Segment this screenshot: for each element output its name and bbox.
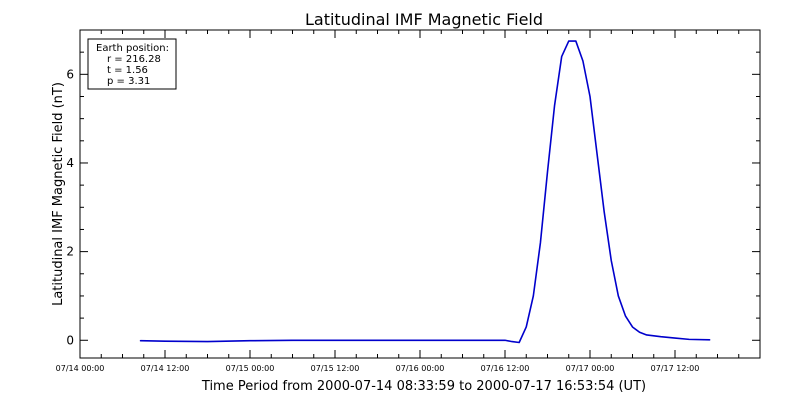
x-tick-label: 07/14 12:00: [141, 364, 190, 373]
x-tick-label: 07/17 12:00: [651, 364, 700, 373]
chart-title: Latitudinal IMF Magnetic Field: [305, 10, 543, 29]
series-line-0: [139, 40, 711, 344]
y-tick-label: 2: [66, 245, 74, 259]
y-axis: 0 2 4 6: [66, 51, 760, 347]
y-tick-label: 0: [66, 333, 74, 347]
legend: Earth position: r = 216.28 t = 1.56 p = …: [87, 38, 177, 90]
x-tick-label: 07/15 12:00: [311, 364, 360, 373]
legend-t-value: t = 1.56: [107, 65, 148, 76]
legend-box: [87, 38, 177, 90]
x-axis-title: Time Period from 2000-07-14 08:33:59 to …: [201, 379, 646, 394]
x-tick-label: 07/16 00:00: [396, 364, 445, 373]
legend-p-value: p = 3.31: [107, 76, 150, 87]
x-tick-label: 07/14 00:00: [56, 364, 105, 373]
y-tick-label: 6: [66, 67, 74, 81]
legend-r-value: r = 216.28: [107, 54, 161, 65]
x-tick-label: 07/16 12:00: [481, 364, 530, 373]
plot-frame: [79, 29, 761, 359]
x-tick-label: 07/17 00:00: [566, 364, 615, 373]
y-tick-label: 4: [66, 156, 74, 170]
legend-heading: Earth position:: [96, 43, 169, 54]
x-axis: 07/14 00:00 07/14 12:00 07/15 00:00 07/15 1…: [56, 30, 740, 373]
x-tick-label: 07/15 00:00: [226, 364, 275, 373]
series-layer: [139, 40, 711, 344]
y-axis-title: Latitudinal IMF Magnetic Field (nT): [51, 82, 66, 306]
